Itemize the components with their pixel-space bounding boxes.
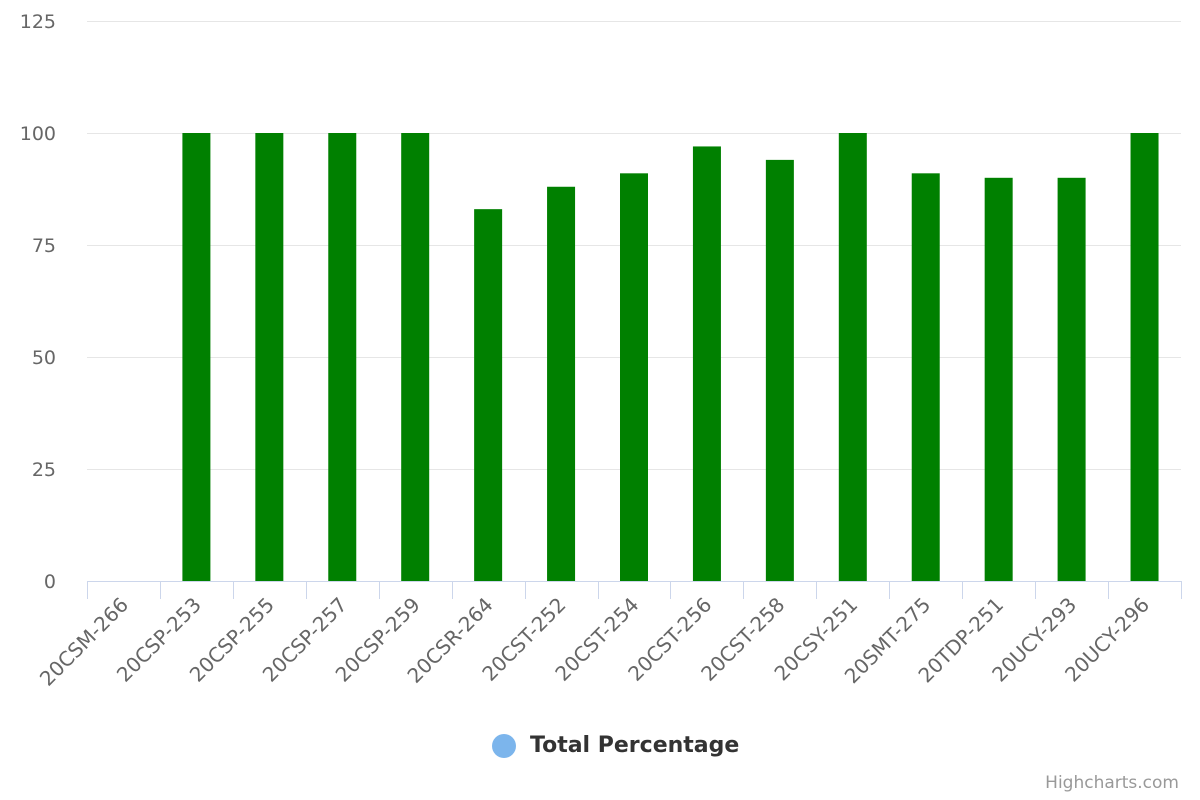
bar-20UCY-296[interactable] <box>1130 133 1159 581</box>
y-tick-label: 100 <box>20 123 56 145</box>
y-axis: 0 25 50 75 100 125 <box>20 11 56 593</box>
bar-20CSP-257[interactable] <box>328 133 357 581</box>
bar-20CST-252[interactable] <box>547 186 576 581</box>
bar-20TDP-251[interactable] <box>984 177 1013 582</box>
bar-20CST-258[interactable] <box>765 159 794 581</box>
bar-20CST-256[interactable] <box>692 146 721 581</box>
bar-20CST-254[interactable] <box>620 173 648 581</box>
bar-20CSY-251[interactable] <box>838 133 867 581</box>
y-tick-label: 25 <box>32 459 56 481</box>
credits-link[interactable]: Highcharts.com <box>1045 773 1179 793</box>
legend-label: Total Percentage <box>530 733 740 758</box>
y-tick-label: 125 <box>20 11 56 33</box>
y-tick-label: 75 <box>32 235 56 257</box>
bars <box>182 133 1159 582</box>
bar-20CSR-264[interactable] <box>474 209 503 581</box>
y-tick-label: 50 <box>32 347 56 369</box>
bar-20CSP-253[interactable] <box>182 133 211 581</box>
bar-20SMT-275[interactable] <box>911 173 940 581</box>
legend-item-total-percentage[interactable]: Total Percentage <box>492 733 739 758</box>
x-axis: 20CSM-26620CSP-25320CSP-25520CSP-25720CS… <box>35 581 1182 691</box>
bar-20CSP-255[interactable] <box>255 133 284 581</box>
bar-20UCY-293[interactable] <box>1057 177 1086 582</box>
y-tick-label: 0 <box>44 571 56 593</box>
bar-20CSP-259[interactable] <box>401 133 430 581</box>
legend-symbol <box>492 733 516 758</box>
